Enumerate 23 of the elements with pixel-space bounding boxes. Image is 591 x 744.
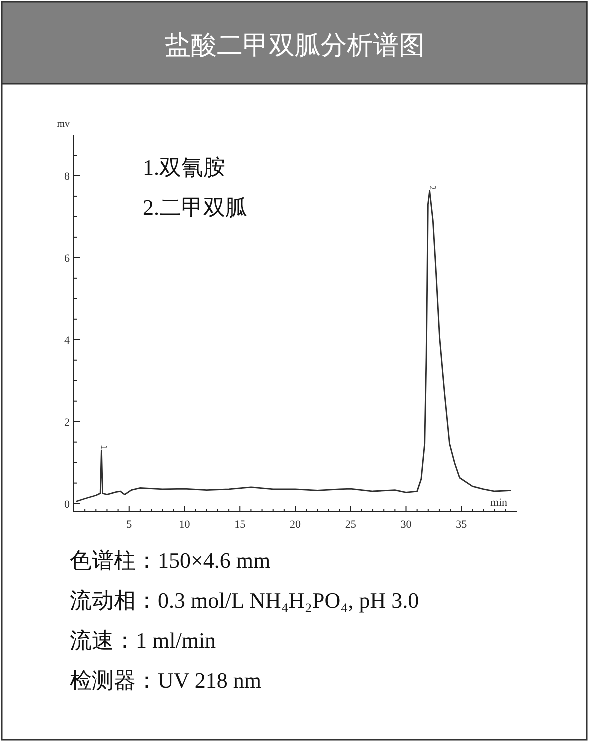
annotation: 2.二甲双胍	[143, 195, 248, 220]
x-tick-label: 5	[126, 519, 133, 531]
x-axis-title: min	[490, 497, 508, 509]
annotation: 1.双氰胺	[143, 155, 226, 180]
y-tick-label: 6	[64, 252, 70, 265]
y-axis-title: mv	[57, 119, 70, 130]
x-tick-label: 30	[400, 519, 412, 531]
text: 流速：1 ml/min	[70, 628, 216, 653]
annotation: 1	[100, 445, 110, 450]
x-tick-label: 35	[456, 519, 468, 531]
y-tick-label: 4	[64, 334, 70, 347]
title: 盐酸二甲双胍分析谱图	[165, 31, 425, 60]
x-tick-label: 25	[345, 519, 357, 531]
y-tick-label: 2	[64, 416, 70, 429]
y-tick-label: 8	[64, 170, 70, 183]
y-tick-label: 0	[64, 498, 70, 511]
x-tick-label: 20	[290, 519, 302, 531]
x-tick-label: 15	[234, 519, 246, 531]
text: 色谱柱：150×4.6 mm	[70, 548, 271, 573]
text: 流动相：0.3 mol/L NH₄H₂PO₄, pH 3.0	[70, 588, 420, 613]
x-tick-label: 10	[179, 519, 191, 531]
text: 检测器：UV 218 nm	[70, 668, 262, 693]
annotation: 2	[428, 186, 438, 190]
